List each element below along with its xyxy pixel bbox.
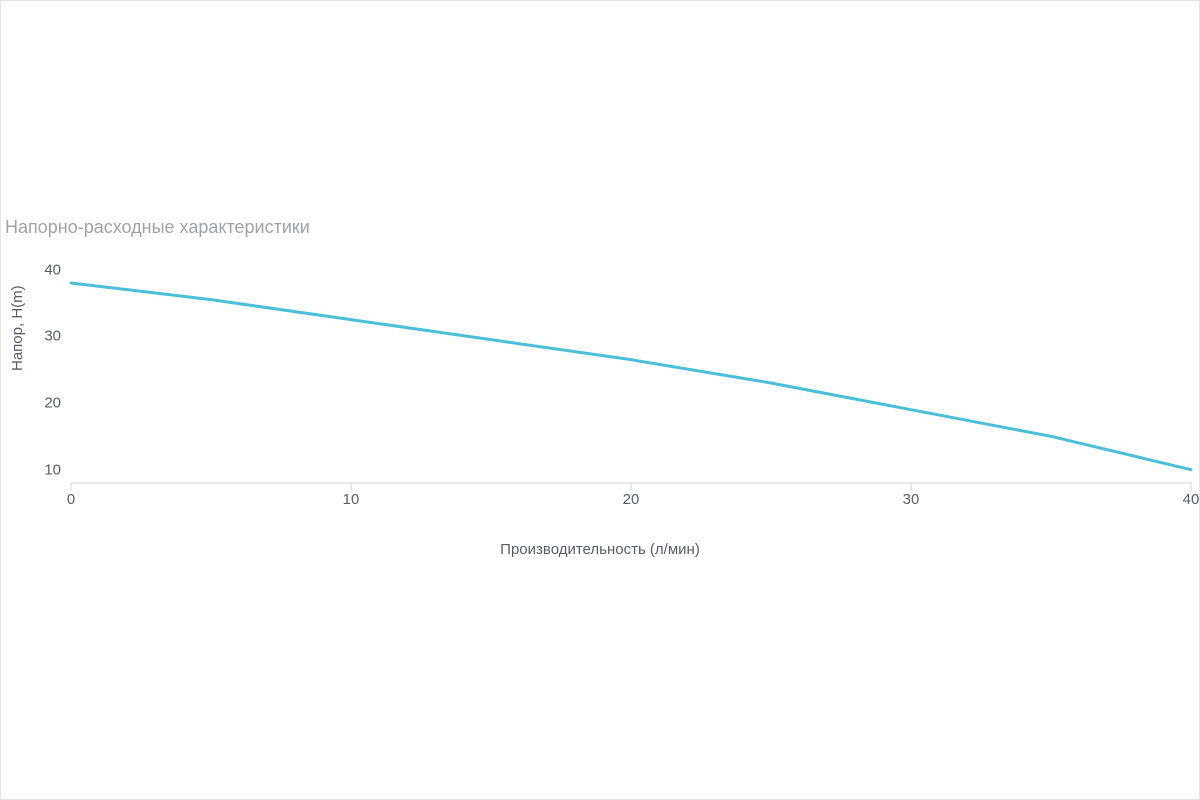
series-pump-curve bbox=[71, 283, 1191, 470]
line-chart-svg bbox=[71, 263, 1191, 483]
x-tick-label: 40 bbox=[1183, 491, 1200, 508]
y-tick-label: 40 bbox=[11, 261, 61, 278]
chart-title: Напорно-расходные характеристики bbox=[5, 217, 310, 238]
y-tick-label: 10 bbox=[11, 461, 61, 478]
plot-area bbox=[71, 263, 1191, 483]
x-tick-label: 30 bbox=[903, 491, 920, 508]
x-tick-label: 10 bbox=[343, 491, 360, 508]
y-tick-label: 30 bbox=[11, 328, 61, 345]
chart-container: Напорно-расходные характеристики Напор, … bbox=[0, 0, 1200, 800]
x-axis-label: Производительность (л/мин) bbox=[1, 541, 1199, 558]
x-tick-label: 0 bbox=[67, 491, 75, 508]
x-tick-label: 20 bbox=[623, 491, 640, 508]
y-tick-label: 20 bbox=[11, 395, 61, 412]
